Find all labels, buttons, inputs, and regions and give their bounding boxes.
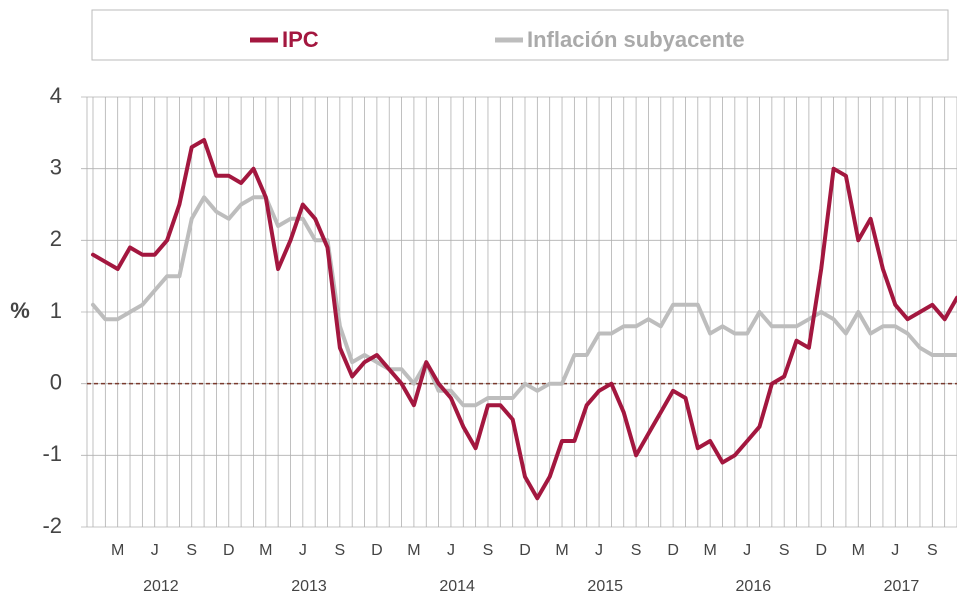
x-tick-label: J bbox=[447, 542, 455, 559]
year-label: 2013 bbox=[291, 578, 327, 595]
x-tick-label: S bbox=[779, 542, 790, 559]
year-label: 2016 bbox=[736, 578, 772, 595]
x-tick-label: S bbox=[927, 542, 938, 559]
year-label: 2014 bbox=[439, 578, 475, 595]
y-tick-label: 2 bbox=[50, 226, 62, 251]
x-tick-label: J bbox=[891, 542, 899, 559]
year-label: 2017 bbox=[884, 578, 920, 595]
x-tick-label: J bbox=[151, 542, 159, 559]
legend-box bbox=[91, 9, 949, 61]
x-tick-label: J bbox=[595, 542, 603, 559]
x-tick-label: S bbox=[483, 542, 494, 559]
y-tick-label: -2 bbox=[42, 513, 62, 538]
y-tick-label: 1 bbox=[50, 298, 62, 323]
y-axis-label: % bbox=[10, 298, 30, 323]
x-tick-label: D bbox=[519, 542, 531, 559]
legend-label: IPC bbox=[282, 27, 319, 52]
x-tick-label: S bbox=[631, 542, 642, 559]
y-tick-label: 3 bbox=[50, 154, 62, 179]
x-tick-label: J bbox=[299, 542, 307, 559]
series-line bbox=[91, 138, 957, 501]
x-tick-label: M bbox=[555, 542, 568, 559]
x-tick-label: D bbox=[815, 542, 827, 559]
x-tick-label: D bbox=[223, 542, 235, 559]
y-tick-label: 4 bbox=[50, 83, 62, 108]
legend-label: Inflación subyacente bbox=[527, 27, 745, 52]
x-tick-label: S bbox=[335, 542, 346, 559]
x-tick-label: D bbox=[371, 542, 383, 559]
x-tick-label: J bbox=[743, 542, 751, 559]
x-tick-label: M bbox=[259, 542, 272, 559]
year-label: 2015 bbox=[587, 578, 623, 595]
y-tick-label: 0 bbox=[50, 369, 62, 394]
x-tick-label: M bbox=[852, 542, 865, 559]
x-tick-label: M bbox=[111, 542, 124, 559]
x-tick-label: D bbox=[667, 542, 679, 559]
x-tick-label: S bbox=[186, 542, 197, 559]
x-tick-label: M bbox=[407, 542, 420, 559]
y-tick-label: -1 bbox=[42, 441, 62, 466]
x-tick-label: M bbox=[703, 542, 716, 559]
year-label: 2012 bbox=[143, 578, 179, 595]
